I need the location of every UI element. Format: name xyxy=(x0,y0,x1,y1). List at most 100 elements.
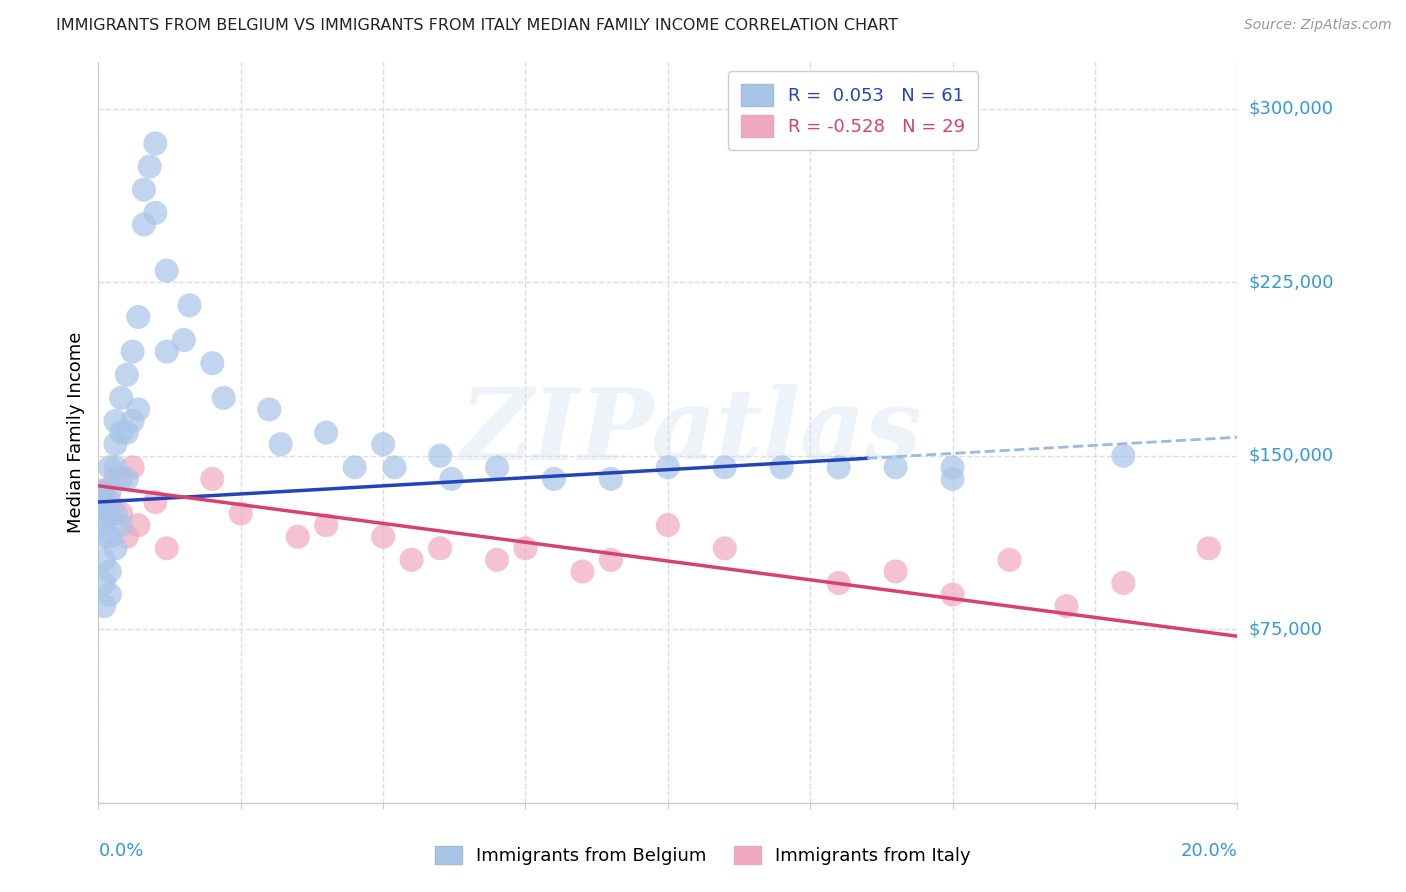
Point xyxy=(315,425,337,440)
Point xyxy=(132,183,155,197)
Point xyxy=(998,553,1021,567)
Text: IMMIGRANTS FROM BELGIUM VS IMMIGRANTS FROM ITALY MEDIAN FAMILY INCOME CORRELATIO: IMMIGRANTS FROM BELGIUM VS IMMIGRANTS FR… xyxy=(56,18,898,33)
Point xyxy=(828,460,851,475)
Text: 20.0%: 20.0% xyxy=(1181,842,1237,860)
Legend: R =  0.053   N = 61, R = -0.528   N = 29: R = 0.053 N = 61, R = -0.528 N = 29 xyxy=(728,71,977,150)
Point xyxy=(145,495,167,509)
Point xyxy=(98,507,121,521)
Point xyxy=(104,472,127,486)
Point xyxy=(93,576,115,591)
Point xyxy=(212,391,235,405)
Point xyxy=(121,344,143,359)
Point xyxy=(98,530,121,544)
Point xyxy=(600,472,623,486)
Point xyxy=(110,507,132,521)
Point xyxy=(714,460,737,475)
Point xyxy=(121,414,143,428)
Point xyxy=(270,437,292,451)
Point xyxy=(93,483,115,498)
Point xyxy=(115,530,138,544)
Point xyxy=(104,541,127,556)
Point xyxy=(93,530,115,544)
Point xyxy=(110,472,132,486)
Point xyxy=(115,425,138,440)
Point xyxy=(287,530,309,544)
Text: Source: ZipAtlas.com: Source: ZipAtlas.com xyxy=(1244,18,1392,32)
Point xyxy=(156,541,179,556)
Point xyxy=(600,553,623,567)
Point xyxy=(173,333,195,347)
Point xyxy=(104,414,127,428)
Point xyxy=(486,553,509,567)
Point xyxy=(714,541,737,556)
Point xyxy=(93,483,115,498)
Point xyxy=(429,449,451,463)
Point xyxy=(1198,541,1220,556)
Point xyxy=(127,518,149,533)
Point xyxy=(98,483,121,498)
Point xyxy=(1112,449,1135,463)
Point xyxy=(98,460,121,475)
Text: $150,000: $150,000 xyxy=(1249,447,1333,465)
Point xyxy=(515,541,537,556)
Point xyxy=(373,530,395,544)
Point xyxy=(93,518,115,533)
Point xyxy=(104,507,127,521)
Point xyxy=(93,553,115,567)
Point xyxy=(156,344,179,359)
Point xyxy=(110,518,132,533)
Point xyxy=(93,495,115,509)
Point xyxy=(657,518,679,533)
Point xyxy=(440,472,463,486)
Point xyxy=(429,541,451,556)
Point xyxy=(259,402,281,417)
Point xyxy=(127,402,149,417)
Point xyxy=(401,553,423,567)
Point xyxy=(942,588,965,602)
Point xyxy=(1056,599,1078,614)
Point xyxy=(98,588,121,602)
Point xyxy=(571,565,593,579)
Point xyxy=(884,460,907,475)
Point xyxy=(657,460,679,475)
Point xyxy=(384,460,406,475)
Point xyxy=(115,472,138,486)
Point xyxy=(145,136,167,151)
Point xyxy=(942,460,965,475)
Point xyxy=(942,472,965,486)
Point xyxy=(315,518,337,533)
Point xyxy=(884,565,907,579)
Point xyxy=(110,425,132,440)
Point xyxy=(201,356,224,370)
Point xyxy=(1112,576,1135,591)
Text: $225,000: $225,000 xyxy=(1249,273,1334,291)
Point xyxy=(156,263,179,277)
Legend: Immigrants from Belgium, Immigrants from Italy: Immigrants from Belgium, Immigrants from… xyxy=(426,837,980,874)
Point xyxy=(98,495,121,509)
Point xyxy=(145,206,167,220)
Point xyxy=(121,460,143,475)
Point xyxy=(104,437,127,451)
Text: ZIPatlas: ZIPatlas xyxy=(460,384,922,481)
Point xyxy=(770,460,793,475)
Point xyxy=(138,160,160,174)
Text: 0.0%: 0.0% xyxy=(98,842,143,860)
Point xyxy=(98,565,121,579)
Point xyxy=(343,460,366,475)
Point xyxy=(110,391,132,405)
Point xyxy=(127,310,149,324)
Point xyxy=(229,507,252,521)
Point xyxy=(828,576,851,591)
Point xyxy=(93,599,115,614)
Point xyxy=(132,218,155,232)
Point xyxy=(373,437,395,451)
Point xyxy=(104,460,127,475)
Text: $300,000: $300,000 xyxy=(1249,100,1333,118)
Text: $75,000: $75,000 xyxy=(1249,620,1323,639)
Y-axis label: Median Family Income: Median Family Income xyxy=(66,332,84,533)
Point xyxy=(543,472,565,486)
Point xyxy=(115,368,138,382)
Point xyxy=(201,472,224,486)
Point xyxy=(179,298,201,312)
Point xyxy=(93,507,115,521)
